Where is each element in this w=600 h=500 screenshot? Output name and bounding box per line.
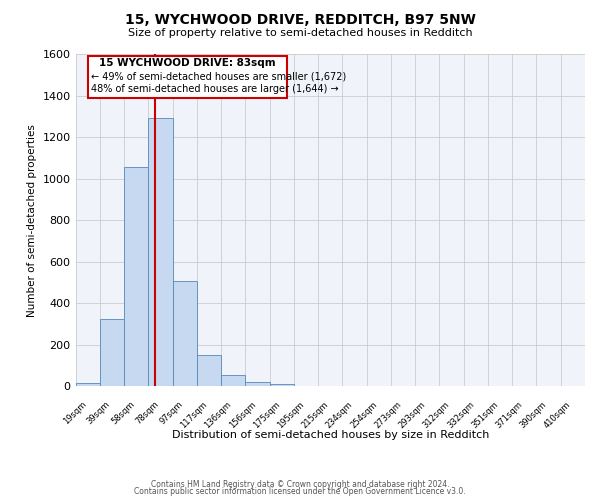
Text: 15, WYCHWOOD DRIVE, REDDITCH, B97 5NW: 15, WYCHWOOD DRIVE, REDDITCH, B97 5NW [125,12,475,26]
Text: 332sqm: 332sqm [446,400,476,430]
Text: 215sqm: 215sqm [300,400,330,430]
Text: Contains public sector information licensed under the Open Government Licence v3: Contains public sector information licen… [134,488,466,496]
Text: 136sqm: 136sqm [203,400,233,430]
Text: 410sqm: 410sqm [543,400,573,430]
Text: 351sqm: 351sqm [470,400,500,430]
Text: 58sqm: 58sqm [110,400,136,426]
Text: 19sqm: 19sqm [61,400,88,426]
Text: 234sqm: 234sqm [325,400,355,430]
Text: 117sqm: 117sqm [179,400,209,430]
Text: 175sqm: 175sqm [251,400,282,430]
Text: 390sqm: 390sqm [518,400,548,430]
Text: Contains HM Land Registry data © Crown copyright and database right 2024.: Contains HM Land Registry data © Crown c… [151,480,449,489]
Bar [221,375,245,386]
Text: 78sqm: 78sqm [134,400,160,426]
X-axis label: Distribution of semi-detached houses by size in Redditch: Distribution of semi-detached houses by … [172,430,489,440]
Text: ← 49% of semi-detached houses are smaller (1,672): ← 49% of semi-detached houses are smalle… [91,72,347,82]
Text: 312sqm: 312sqm [421,400,452,430]
Text: 273sqm: 273sqm [373,400,403,430]
Text: 39sqm: 39sqm [85,400,112,426]
Text: 195sqm: 195sqm [276,400,306,430]
Bar [245,382,269,386]
Text: 254sqm: 254sqm [349,400,379,430]
Text: 48% of semi-detached houses are larger (1,644) →: 48% of semi-detached houses are larger (… [91,84,339,94]
Bar [197,355,221,386]
Bar [148,118,173,386]
Text: Size of property relative to semi-detached houses in Redditch: Size of property relative to semi-detach… [128,28,472,38]
Bar [269,384,294,386]
FancyBboxPatch shape [88,56,287,98]
Bar [173,282,197,386]
Bar [76,383,100,386]
Text: 15 WYCHWOOD DRIVE: 83sqm: 15 WYCHWOOD DRIVE: 83sqm [99,58,275,68]
Text: 293sqm: 293sqm [397,400,427,430]
Bar [124,167,148,386]
Text: 97sqm: 97sqm [158,400,185,426]
Text: 371sqm: 371sqm [494,400,524,430]
Bar [100,319,124,386]
Text: 156sqm: 156sqm [227,400,257,430]
Y-axis label: Number of semi-detached properties: Number of semi-detached properties [27,124,37,316]
